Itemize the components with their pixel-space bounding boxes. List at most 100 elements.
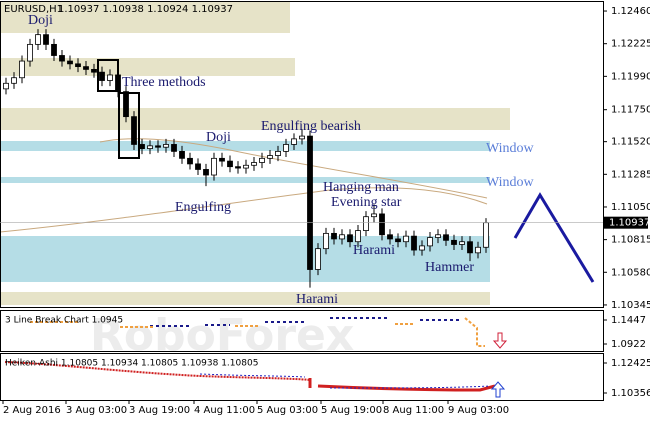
candle-body bbox=[379, 213, 385, 236]
pattern-label: Window bbox=[486, 175, 535, 190]
candle-body bbox=[347, 234, 353, 243]
candle-body bbox=[99, 71, 105, 81]
x-tick-label: 5 Aug 19:00 bbox=[321, 405, 382, 416]
y-tick-label: 1.10580 bbox=[611, 267, 650, 278]
y-tick-label: 1.0922 bbox=[611, 339, 646, 350]
y-tick-label: 1.12425 bbox=[611, 358, 650, 369]
y-tick-label: 1.11990 bbox=[611, 71, 650, 82]
candle-body bbox=[83, 66, 89, 70]
candle-body bbox=[363, 216, 369, 231]
x-tick-label: 8 Aug 11:00 bbox=[383, 405, 444, 416]
zone bbox=[0, 2, 290, 33]
candle-body bbox=[11, 77, 17, 84]
x-tick-label: 2 Aug 2016 bbox=[3, 405, 61, 416]
candle-body bbox=[315, 248, 321, 270]
candle-body bbox=[403, 235, 409, 243]
candle-body bbox=[475, 246, 481, 254]
line-break-bricks bbox=[150, 317, 460, 327]
y-tick-label: 1.11050 bbox=[611, 202, 650, 213]
candle-body bbox=[251, 162, 257, 166]
pattern-box bbox=[118, 92, 140, 159]
window-zone bbox=[0, 177, 490, 183]
candle-body bbox=[235, 166, 241, 169]
zone bbox=[0, 236, 490, 282]
candle-body bbox=[131, 116, 137, 145]
panel-title: Heiken-Ashi 1.10805 1.10934 1.10805 1.10… bbox=[5, 359, 258, 369]
candle-body bbox=[331, 232, 337, 240]
y-tick-label: 1.1447 bbox=[611, 315, 646, 326]
candle-body bbox=[155, 145, 161, 148]
zone bbox=[0, 292, 490, 305]
candle-body bbox=[163, 144, 169, 148]
pattern-label: Three methods bbox=[122, 75, 206, 90]
zone bbox=[0, 58, 295, 76]
down-arrow bbox=[492, 332, 508, 349]
candle-body bbox=[91, 68, 97, 73]
candle-body bbox=[411, 235, 417, 251]
candle-body bbox=[147, 145, 153, 150]
pattern-box bbox=[97, 59, 119, 92]
window-zone bbox=[0, 141, 490, 151]
candle-body bbox=[355, 230, 361, 243]
candle-body bbox=[59, 55, 65, 62]
candle-body bbox=[43, 34, 49, 45]
pattern-label: Hanging man bbox=[323, 180, 399, 195]
pattern-label: Engulfing bearish bbox=[261, 119, 361, 134]
candle-body bbox=[19, 60, 25, 79]
candle-body bbox=[203, 169, 209, 176]
candle-body bbox=[299, 135, 305, 140]
heiken-ashi bbox=[199, 373, 491, 389]
candle-body bbox=[179, 150, 185, 159]
candle-body bbox=[435, 234, 441, 238]
x-tick-label: 5 Aug 03:00 bbox=[257, 405, 318, 416]
candle-body bbox=[419, 245, 425, 251]
candle-body bbox=[291, 138, 297, 145]
candle-body bbox=[339, 234, 345, 240]
candle-body bbox=[195, 163, 201, 170]
heiken-ashi bbox=[4, 361, 311, 381]
candle-body bbox=[51, 43, 57, 56]
pattern-label: Engulfing bbox=[175, 200, 231, 215]
x-tick-label: 3 Aug 19:00 bbox=[129, 405, 190, 416]
candle-body bbox=[387, 234, 393, 240]
candle-body bbox=[443, 234, 449, 241]
candle-body bbox=[123, 91, 129, 118]
candle-body bbox=[139, 144, 145, 150]
pattern-label: Hammer bbox=[425, 260, 474, 275]
x-tick-label: 9 Aug 03:00 bbox=[448, 405, 509, 416]
y-tick-label: 1.10356 bbox=[611, 388, 650, 399]
pattern-label: Doji bbox=[28, 13, 53, 28]
candle-body bbox=[371, 213, 377, 218]
last-price-box bbox=[604, 216, 648, 229]
heiken-ashi bbox=[308, 378, 496, 392]
moving-average bbox=[0, 187, 488, 233]
y-tick-label: 1.11750 bbox=[611, 105, 650, 116]
pattern-label: Evening star bbox=[331, 195, 402, 210]
candle-body bbox=[395, 238, 401, 243]
y-tick-label: 1.10815 bbox=[611, 235, 650, 246]
candle-body bbox=[483, 222, 489, 248]
x-tick-label: 3 Aug 03:00 bbox=[66, 405, 127, 416]
chart-title: EURUSD,H1 bbox=[4, 4, 63, 15]
main-frame bbox=[0, 1, 604, 308]
y-tick-label: 1.12460 bbox=[611, 6, 650, 17]
up-arrow bbox=[490, 381, 506, 398]
forecast-arrow bbox=[513, 192, 595, 283]
candle-body bbox=[3, 82, 9, 90]
panel-title: 3 Line Break Chart 1.0945 bbox=[5, 316, 123, 326]
candle-body bbox=[467, 241, 473, 254]
candle-body bbox=[451, 239, 457, 245]
candle-body bbox=[27, 43, 33, 62]
y-tick-label: 1.11285 bbox=[611, 169, 650, 180]
candle-body bbox=[259, 157, 265, 163]
candle-body bbox=[243, 164, 249, 169]
candle-body bbox=[67, 60, 73, 65]
candle-body bbox=[307, 135, 313, 270]
candle-body bbox=[107, 74, 113, 81]
y-tick-label: 1.11520 bbox=[611, 137, 650, 148]
y-tick-label: 1.12225 bbox=[611, 39, 650, 50]
candle-body bbox=[75, 63, 81, 68]
zone bbox=[0, 108, 510, 130]
last-price-label: 1.10937 bbox=[609, 218, 650, 229]
